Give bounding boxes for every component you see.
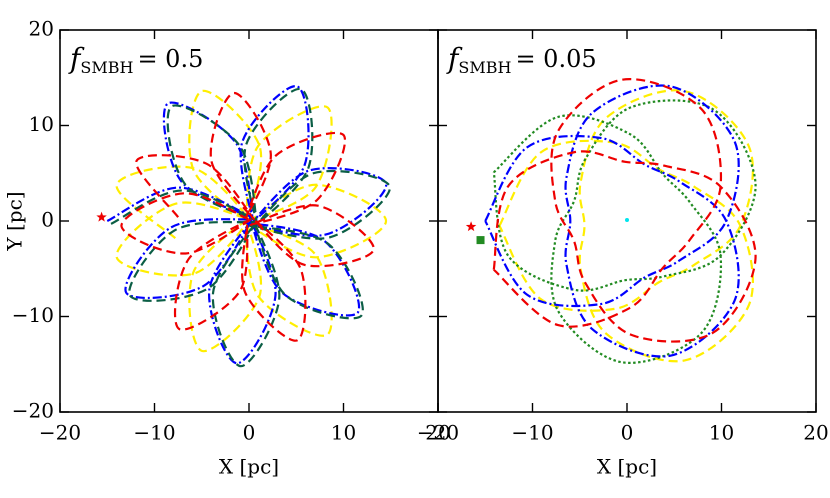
orbit-line bbox=[110, 88, 391, 368]
orbit-line bbox=[484, 84, 740, 358]
y-tick-label: −10 bbox=[12, 303, 54, 327]
annotation-text: = 0.05 bbox=[515, 45, 596, 73]
orbit-line bbox=[115, 90, 388, 353]
x-axis-label: X [pc] bbox=[597, 455, 657, 479]
marker bbox=[96, 211, 107, 222]
annotation-subscript: SMBH bbox=[80, 58, 133, 77]
marker bbox=[476, 236, 485, 245]
x-tick-label: 0 bbox=[621, 421, 634, 445]
x-tick-label: 0 bbox=[243, 421, 256, 445]
annotation: fSMBH = 0.05 bbox=[446, 42, 597, 77]
orbit-line bbox=[492, 78, 757, 343]
marker bbox=[465, 221, 477, 232]
y-tick-label: 20 bbox=[29, 17, 54, 41]
x-tick-label: −20 bbox=[39, 421, 81, 445]
y-axis-label: Y [pc] bbox=[3, 191, 27, 251]
x-tick-label: 20 bbox=[803, 421, 828, 445]
x-tick-label: 10 bbox=[331, 421, 356, 445]
y-tick-label: 0 bbox=[41, 208, 54, 232]
annotation-text: = 0.5 bbox=[137, 45, 203, 73]
orbit-line bbox=[492, 99, 757, 364]
plot-area bbox=[484, 78, 757, 364]
orbit-line bbox=[120, 91, 375, 342]
x-tick-label: 20 bbox=[425, 421, 450, 445]
x-tick-label: 10 bbox=[709, 421, 734, 445]
x-axis-label: X [pc] bbox=[219, 455, 279, 479]
annotation-subscript: SMBH bbox=[458, 58, 511, 77]
x-tick-label: −20 bbox=[417, 421, 459, 445]
orbit-line bbox=[498, 89, 754, 363]
x-tick-label: −10 bbox=[511, 421, 553, 445]
annotation: fSMBH = 0.5 bbox=[68, 42, 203, 77]
x-tick-label: −10 bbox=[133, 421, 175, 445]
y-tick-label: 10 bbox=[29, 112, 54, 136]
orbit-line bbox=[106, 85, 388, 365]
plot-area bbox=[106, 85, 391, 368]
y-tick-label: −20 bbox=[12, 399, 54, 423]
marker bbox=[625, 218, 629, 223]
